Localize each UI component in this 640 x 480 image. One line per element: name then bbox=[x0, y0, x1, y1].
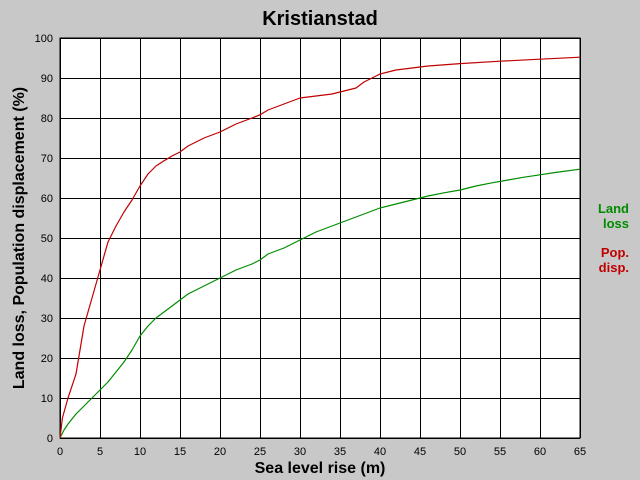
x-tick-label: 20 bbox=[214, 446, 226, 458]
series-line-pop bbox=[59, 56, 581, 439]
tick-labels: 0 5 10 15 20 25 30 35 40 45 50 55 60 65 0 10 20 30 40 50 60 7… bbox=[35, 33, 586, 458]
x-tick-label: 40 bbox=[374, 446, 386, 458]
chart-title: Kristianstad bbox=[262, 8, 378, 30]
x-tick-label: 50 bbox=[454, 446, 466, 458]
legend-entry-pop: Pop. bbox=[601, 245, 629, 260]
x-tick-label: 45 bbox=[414, 446, 426, 458]
y-tick-label: 80 bbox=[41, 113, 53, 125]
y-tick-label: 0 bbox=[47, 433, 53, 445]
y-tick-label: 60 bbox=[41, 193, 53, 205]
x-tick-label: 35 bbox=[334, 446, 346, 458]
x-tick-label: 15 bbox=[174, 446, 186, 458]
series-layer bbox=[59, 56, 581, 439]
y-tick-label: 30 bbox=[41, 313, 53, 325]
legend-entry-land: Land bbox=[598, 201, 629, 216]
y-tick-label: 70 bbox=[41, 153, 53, 165]
legend-entry-pop: disp. bbox=[599, 260, 629, 275]
x-tick-label: 30 bbox=[294, 446, 306, 458]
grid bbox=[60, 38, 581, 439]
x-tick-label: 0 bbox=[57, 446, 63, 458]
x-tick-label: 65 bbox=[574, 446, 586, 458]
x-tick-label: 60 bbox=[534, 446, 546, 458]
x-tick-label: 5 bbox=[97, 446, 103, 458]
x-tick-label: 10 bbox=[134, 446, 146, 458]
x-tick-label: 25 bbox=[254, 446, 266, 458]
legend-entry-land: loss bbox=[603, 216, 629, 231]
x-tick-label: 55 bbox=[494, 446, 506, 458]
y-tick-label: 10 bbox=[41, 393, 53, 405]
y-tick-label: 40 bbox=[41, 273, 53, 285]
y-tick-label: 90 bbox=[41, 73, 53, 85]
y-tick-label: 100 bbox=[35, 33, 53, 45]
series-line-land bbox=[59, 168, 581, 439]
x-axis-label: Sea level rise (m) bbox=[255, 460, 386, 477]
y-tick-label: 50 bbox=[41, 233, 53, 245]
y-tick-label: 20 bbox=[41, 353, 53, 365]
y-axis-label: Land loss, Population displacement (%) bbox=[11, 87, 28, 389]
